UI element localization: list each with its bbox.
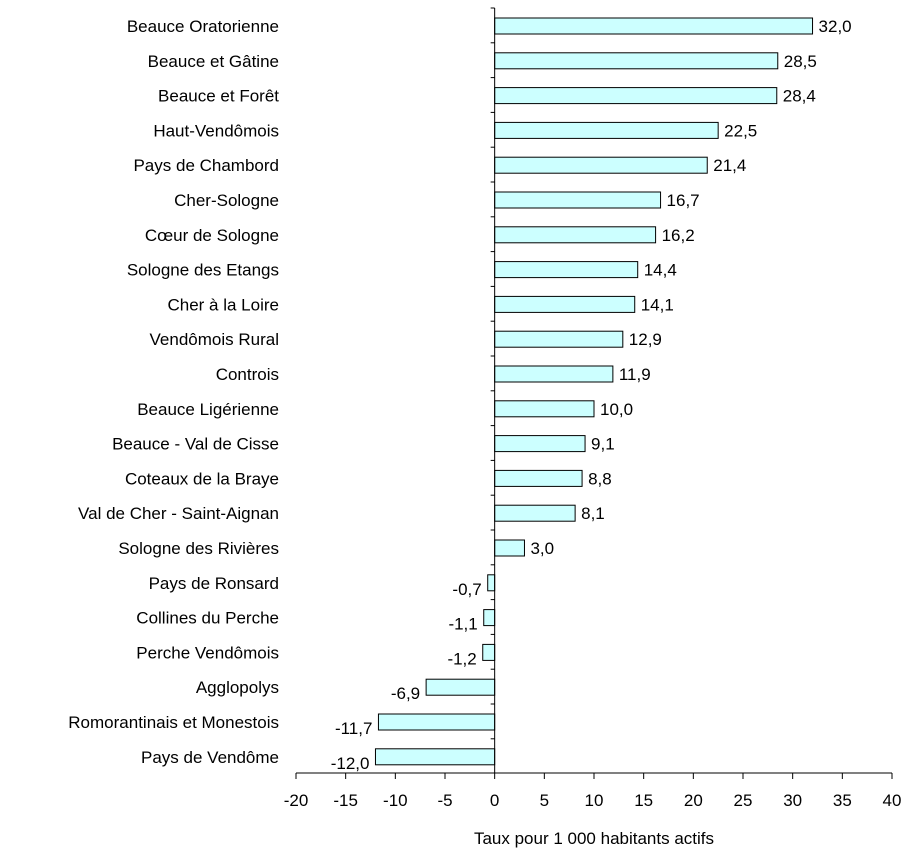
category-label: Beauce et Forêt <box>158 87 279 106</box>
category-label: Sologne des Rivières <box>118 539 279 558</box>
category-label: Val de Cher - Saint-Aignan <box>78 504 279 523</box>
value-label: 28,5 <box>784 52 817 71</box>
x-tick-label: -10 <box>383 791 408 810</box>
value-label: 32,0 <box>819 17 852 36</box>
bar <box>494 226 657 244</box>
value-label: -1,2 <box>447 649 476 668</box>
axes-layer <box>295 7 893 779</box>
value-label: 9,1 <box>591 435 615 454</box>
value-label: 16,7 <box>667 191 700 210</box>
value-label: -1,1 <box>448 615 477 634</box>
x-tick-label: 10 <box>585 791 604 810</box>
x-tick-label: -5 <box>437 791 452 810</box>
category-label: Beauce - Val de Cisse <box>112 435 279 454</box>
category-label: Cœur de Sologne <box>145 226 279 245</box>
bar <box>494 435 586 453</box>
bar <box>494 365 614 383</box>
category-label: Coteaux de la Braye <box>125 469 279 488</box>
value-label: -0,7 <box>452 580 481 599</box>
value-label: 8,8 <box>588 469 612 488</box>
bar <box>494 330 624 348</box>
bar <box>494 539 525 557</box>
category-label: Agglopolys <box>196 678 279 697</box>
bar <box>494 295 636 313</box>
value-label: 22,5 <box>724 121 757 140</box>
value-label: -11,7 <box>335 719 373 738</box>
category-label: Romorantinais et Monestois <box>68 713 279 732</box>
bar <box>494 17 814 35</box>
category-label: Collines du Perche <box>136 609 279 628</box>
category-label: Pays de Ronsard <box>149 574 279 593</box>
x-tick-label: -20 <box>284 791 309 810</box>
value-label: 8,1 <box>581 504 605 523</box>
value-label: 28,4 <box>783 87 816 106</box>
x-tick-label: 40 <box>883 791 902 810</box>
bar <box>494 469 583 487</box>
bar <box>494 52 779 70</box>
bar <box>487 574 496 592</box>
bar <box>494 504 576 522</box>
x-tick-label: -15 <box>333 791 358 810</box>
value-label: 10,0 <box>600 400 633 419</box>
x-tick-label: 25 <box>734 791 753 810</box>
labels-layer: -20 -15 -10 -5 0 5 10 15 20 25 30 35 40 Beauce Orator… <box>68 17 901 810</box>
value-label: 14,1 <box>641 295 674 314</box>
category-label: Beauce Oratorienne <box>127 17 279 36</box>
value-label: 14,4 <box>644 261 677 280</box>
value-label: 12,9 <box>629 330 662 349</box>
category-label: Haut-Vendômois <box>153 121 279 140</box>
category-label: Pays de Vendôme <box>141 748 279 767</box>
x-tick-label: 30 <box>783 791 802 810</box>
x-tick-label: 35 <box>833 791 852 810</box>
bar <box>494 87 778 105</box>
category-label: Cher à la Loire <box>167 295 279 314</box>
bar <box>425 678 496 696</box>
category-label: Cher-Sologne <box>174 191 279 210</box>
category-label: Sologne des Etangs <box>127 261 279 280</box>
value-label: -12,0 <box>331 754 370 773</box>
bar <box>494 121 719 139</box>
bar <box>483 609 496 627</box>
category-label: Controis <box>216 365 279 384</box>
value-label: 21,4 <box>713 156 746 175</box>
bar <box>482 643 496 661</box>
category-label: Beauce et Gâtine <box>148 52 279 71</box>
bar <box>494 156 708 174</box>
x-axis-title: Taux pour 1 000 habitants actifs <box>474 829 714 848</box>
category-label: Perche Vendômois <box>136 643 279 662</box>
x-tick-label: 20 <box>684 791 703 810</box>
category-label: Pays de Chambord <box>133 156 279 175</box>
bar <box>377 713 496 731</box>
bar <box>494 400 595 418</box>
x-tick-label: 0 <box>490 791 499 810</box>
category-label: Vendômois Rural <box>150 330 279 349</box>
category-label: Beauce Ligérienne <box>137 400 279 419</box>
x-tick-label: 5 <box>540 791 549 810</box>
value-label: 11,9 <box>619 365 651 384</box>
bar <box>494 261 639 279</box>
x-tick-label: 15 <box>634 791 653 810</box>
value-label: -6,9 <box>391 684 420 703</box>
value-label: 16,2 <box>662 226 695 245</box>
value-label: 3,0 <box>530 539 554 558</box>
bar <box>494 191 662 209</box>
bar <box>374 748 496 766</box>
